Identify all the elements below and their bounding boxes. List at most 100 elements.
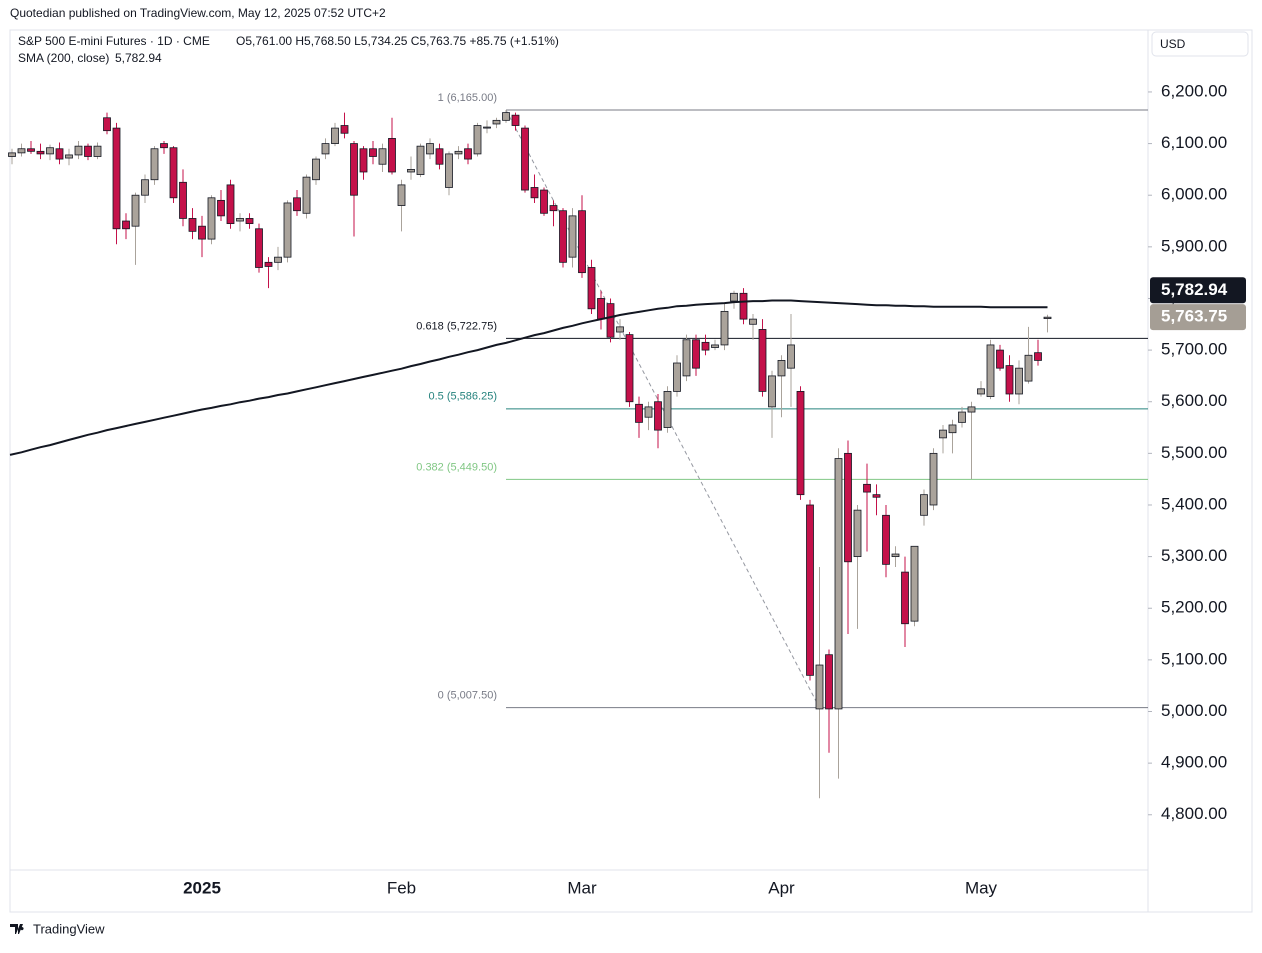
y-tick-label: 6,100.00 [1161, 133, 1227, 152]
candle-body [65, 154, 73, 159]
candle-body [369, 148, 377, 157]
candle-body [891, 553, 900, 558]
sma-line [9, 299, 1048, 456]
candle-body [787, 344, 795, 369]
candle-body [549, 205, 558, 212]
candle-body [834, 458, 843, 710]
y-tick-label: 5,200.00 [1161, 598, 1227, 617]
candle-body [464, 148, 472, 160]
candle-body [416, 145, 425, 175]
x-tick-label: Apr [768, 878, 795, 897]
candle-body [84, 145, 92, 157]
y-tick-label: 5,500.00 [1161, 443, 1227, 462]
candle-body [179, 181, 187, 219]
candle-body [388, 138, 396, 173]
ohlc: O5,761.00 H5,768.50 L5,734.25 C5,763.75 … [236, 34, 559, 48]
candle-body [777, 360, 786, 377]
candle-body [882, 514, 890, 565]
candle-body [815, 664, 824, 710]
candle-body [521, 127, 529, 191]
candle-body [644, 406, 653, 418]
price-tag-label: 5,782.94 [1161, 280, 1228, 299]
price-tag [1150, 304, 1246, 331]
y-tick-label: 4,900.00 [1161, 753, 1227, 772]
candle-body [112, 127, 121, 230]
candle-body [1043, 316, 1052, 320]
fib-label: 1 (6,165.00) [438, 92, 497, 104]
candle-body [996, 349, 1004, 369]
candle-body [302, 176, 311, 214]
candle-body [131, 194, 140, 227]
candle-body [806, 504, 814, 676]
candle-body [863, 483, 871, 493]
candle-body [948, 424, 957, 434]
publisher: Quotedian published on TradingView.com, … [10, 6, 386, 20]
candle-body [844, 452, 852, 563]
candle-body [559, 210, 567, 263]
candle-body [46, 147, 54, 155]
candle-body [8, 152, 16, 157]
candle-body [597, 298, 605, 320]
candle-body [483, 126, 491, 129]
candle-body [331, 127, 339, 144]
y-tick-label: 5,000.00 [1161, 701, 1227, 720]
sma-name: SMA (200, close) [18, 51, 109, 65]
candle-body [435, 148, 444, 165]
candle-body [236, 218, 244, 222]
candle-body [122, 220, 130, 230]
candle-body [74, 145, 83, 156]
candle-body [226, 184, 235, 225]
y-tick-label: 5,100.00 [1161, 649, 1227, 668]
candle-body [920, 494, 928, 516]
candle-body [530, 187, 539, 199]
fib-label: 0.5 (5,586.25) [429, 391, 498, 403]
candle-body [103, 117, 111, 132]
candle-body [169, 147, 178, 199]
y-tick-label: 6,200.00 [1161, 81, 1227, 100]
candle-body [264, 261, 273, 267]
candle-body [692, 339, 700, 369]
currency-box[interactable] [1151, 31, 1249, 57]
x-tick-label: May [965, 878, 998, 897]
currency[interactable]: USD [1160, 37, 1186, 51]
x-tick-label: 2025 [183, 878, 221, 897]
candle-body [502, 112, 510, 121]
candle-body [350, 143, 358, 196]
x-tick-label: Mar [567, 878, 597, 897]
candle-body [587, 267, 596, 310]
candle-body [1015, 367, 1023, 395]
candle-body [910, 545, 919, 622]
candle-body [625, 334, 634, 403]
candle-body [188, 218, 197, 232]
candle-body [36, 150, 45, 155]
candle-body [274, 256, 282, 263]
candle-body [27, 148, 35, 152]
candle-body [758, 329, 767, 392]
candle-body [825, 654, 833, 710]
x-tick-label: Feb [387, 878, 416, 897]
logo-mark [10, 924, 24, 934]
candle-body [141, 179, 149, 196]
candle-body [359, 148, 368, 173]
candle-body [378, 148, 387, 165]
candle-body [255, 228, 263, 268]
candle-body [568, 215, 577, 258]
trend-line [505, 109, 820, 708]
tv-logo [10, 924, 24, 934]
fib-label: 0.618 (5,722.75) [416, 320, 497, 332]
candle-body [682, 339, 691, 377]
price-tag-label: 5,763.75 [1161, 307, 1227, 326]
candle-body [293, 197, 301, 212]
candle-body [55, 148, 64, 160]
candle-body [473, 125, 482, 155]
candle-body [720, 310, 729, 346]
candle-body [1005, 365, 1014, 395]
candle-body [93, 145, 102, 157]
candle-body [1034, 352, 1042, 361]
y-tick-label: 5,700.00 [1161, 340, 1227, 359]
candle-body [578, 210, 586, 274]
candle-body [511, 114, 520, 126]
candle-body [796, 391, 805, 496]
candle-body [312, 158, 320, 181]
candle-body [445, 153, 453, 188]
